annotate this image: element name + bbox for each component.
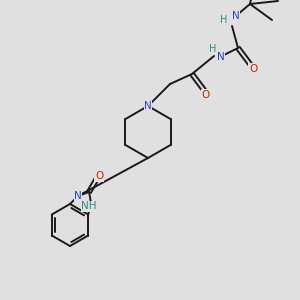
Text: N: N bbox=[144, 101, 152, 111]
Text: NH: NH bbox=[81, 202, 97, 212]
Text: O: O bbox=[249, 64, 257, 74]
Text: N: N bbox=[232, 11, 240, 21]
Text: H: H bbox=[209, 44, 217, 54]
Text: H: H bbox=[220, 15, 228, 25]
Text: O: O bbox=[202, 90, 210, 100]
Text: O: O bbox=[95, 171, 103, 181]
Text: N: N bbox=[74, 191, 82, 201]
Text: N: N bbox=[217, 52, 225, 62]
